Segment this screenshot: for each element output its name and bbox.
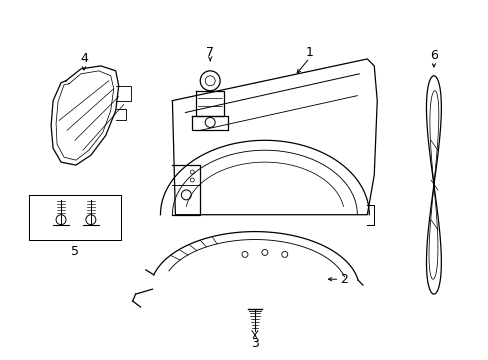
Text: 1: 1 — [305, 46, 313, 59]
Text: 2: 2 — [340, 273, 347, 286]
Text: 6: 6 — [429, 49, 437, 63]
Text: 4: 4 — [80, 53, 88, 66]
Text: 5: 5 — [71, 245, 79, 258]
Text: 3: 3 — [250, 337, 258, 350]
Text: 7: 7 — [206, 46, 214, 59]
